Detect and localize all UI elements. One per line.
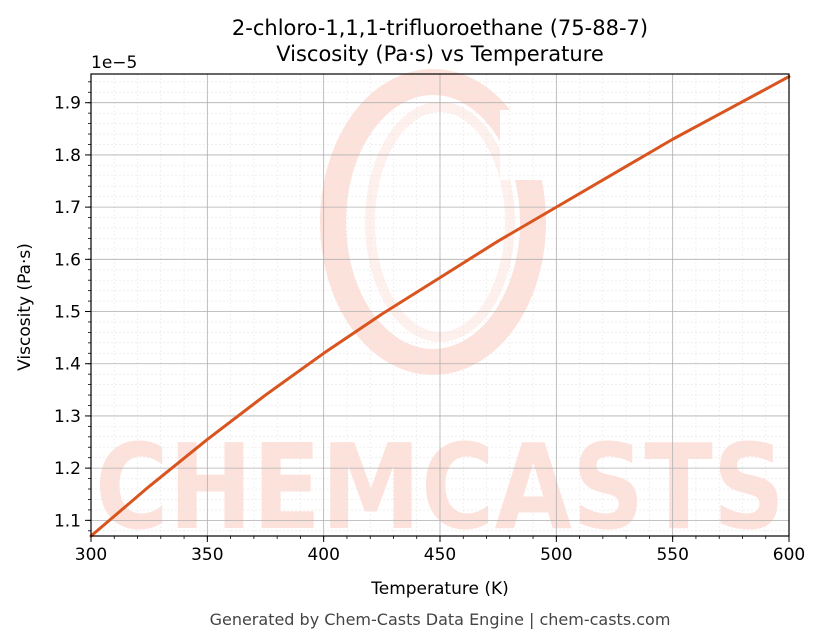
major-grid — [90, 74, 790, 536]
y-tick-label: 1.1 — [54, 511, 81, 531]
watermark-c-logo — [320, 69, 560, 375]
y-offset-label: 1e−5 — [91, 53, 137, 73]
x-tick-label: 500 — [540, 545, 572, 565]
x-tick-label: 400 — [307, 545, 339, 565]
x-axis-label: Temperature (K) — [370, 579, 509, 599]
x-tick-label: 600 — [773, 545, 805, 565]
y-tick-label: 1.6 — [54, 250, 81, 270]
x-tick-labels: 300 350 400 450 500 550 600 — [75, 545, 805, 565]
x-tick-label: 450 — [424, 545, 456, 565]
y-tick-labels: 1.1 1.2 1.3 1.4 1.5 1.6 1.7 1.8 1.9 — [54, 94, 81, 532]
y-tick-label: 1.9 — [54, 94, 81, 114]
chart-title: 2-chloro-1,1,1-trifluoroethane (75-88-7) — [232, 16, 648, 40]
x-tick-label: 300 — [75, 545, 107, 565]
y-tick-label: 1.5 — [54, 303, 81, 323]
footer-text: Generated by Chem-Casts Data Engine | ch… — [210, 610, 671, 629]
chart-subtitle: Viscosity (Pa·s) vs Temperature — [276, 42, 604, 66]
x-tick-label: 350 — [191, 545, 223, 565]
y-tick-label: 1.7 — [54, 198, 81, 218]
series-layer — [89, 75, 791, 538]
y-tick-label: 1.4 — [54, 355, 81, 375]
viscosity-series-line — [89, 75, 791, 538]
x-tick-label: 550 — [656, 545, 688, 565]
y-tick-label: 1.3 — [54, 407, 81, 427]
y-tick-label: 1.2 — [54, 459, 81, 479]
axis-ticks — [85, 81, 790, 542]
y-tick-label: 1.8 — [54, 146, 81, 166]
y-axis-label: Viscosity (Pa·s) — [15, 243, 35, 371]
